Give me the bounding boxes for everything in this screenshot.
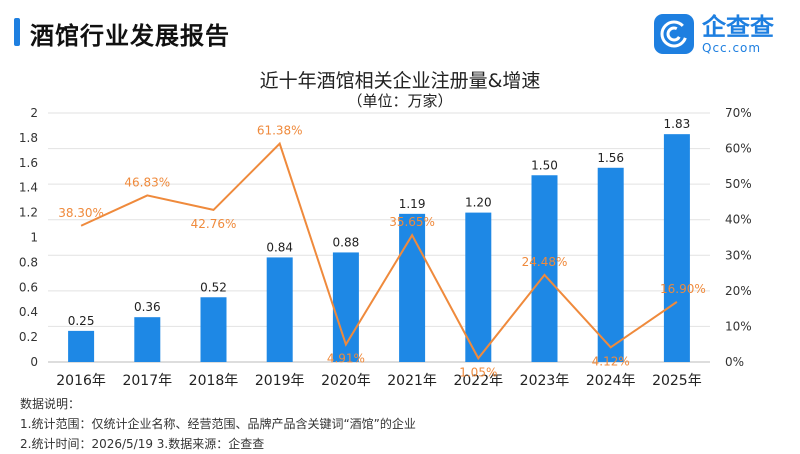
bar	[200, 297, 227, 362]
growth-rate-label: 38.30%	[58, 206, 104, 220]
y-left-tick-label: 1.2	[19, 206, 38, 220]
y-right-tick-label: 0%	[725, 355, 744, 369]
x-tick-label: 2024年	[586, 373, 636, 389]
bar-value-label: 1.20	[465, 196, 492, 210]
growth-rate-label: 16.90%	[660, 282, 706, 296]
bar	[465, 212, 492, 362]
x-tick-label: 2018年	[189, 373, 239, 389]
y-left-tick-label: 1.8	[19, 131, 38, 145]
bar	[134, 317, 161, 362]
growth-rate-label: 46.83%	[124, 175, 170, 189]
growth-rate-line	[80, 141, 678, 361]
x-tick-label: 2019年	[255, 373, 305, 389]
y-left-tick-label: 1.4	[19, 181, 38, 195]
page-title: 酒馆行业发展报告	[30, 22, 230, 50]
bar-value-label: 0.52	[200, 280, 227, 294]
brand-logo: 企查查 Qcc.com	[654, 14, 774, 54]
growth-rate-label: 4.91%	[327, 352, 365, 366]
y-left-tick-label: 0.2	[19, 330, 38, 344]
y-left-tick-label: 1.6	[19, 156, 38, 170]
qcc-logo-icon	[654, 14, 694, 54]
growth-rate-label: 61.38%	[257, 124, 303, 138]
bar-value-label: 0.25	[68, 314, 95, 328]
logo-name: 企查查	[702, 12, 774, 41]
y-right-tick-label: 60%	[725, 142, 752, 156]
chart-title: 近十年酒馆相关企业注册量&增速	[259, 70, 541, 92]
chart-subtitle: （单位：万家）	[347, 92, 453, 110]
bar	[663, 134, 690, 362]
y-left-tick-label: 0	[30, 355, 38, 369]
x-tick-label: 2023年	[520, 373, 570, 389]
x-tick-label: 2025年	[652, 373, 702, 389]
x-tick-label: 2020年	[321, 373, 371, 389]
y-right-tick-label: 40%	[725, 213, 752, 227]
x-tick-label: 2022年	[453, 373, 503, 389]
bar-value-label: 0.88	[333, 235, 360, 249]
bar-value-label: 0.36	[134, 300, 161, 314]
header-accent-bar	[14, 18, 20, 46]
x-tick-label: 2017年	[122, 373, 172, 389]
x-tick-label: 2016年	[56, 373, 106, 389]
growth-rate-label: 42.76%	[191, 217, 237, 231]
bar	[68, 330, 95, 362]
growth-rate-label: 4.12%	[592, 354, 630, 368]
y-left-tick-label: 0.4	[19, 305, 38, 319]
data-notes: 数据说明： 1.统计范围：仅统计企业名称、经营范围、品牌产品含关键词“酒馆”的企…	[20, 394, 416, 454]
bar	[266, 257, 293, 362]
y-left-tick-label: 1	[30, 231, 38, 245]
x-tick-label: 2021年	[387, 373, 437, 389]
y-right-tick-label: 10%	[725, 319, 752, 333]
y-right-tick-label: 50%	[725, 177, 752, 191]
growth-rate-label: 24.48%	[522, 255, 568, 269]
notes-line-1: 1.统计范围：仅统计企业名称、经营范围、品牌产品含关键词“酒馆”的企业	[20, 417, 416, 431]
growth-rate-label: 1.05%	[459, 365, 497, 379]
bar-value-label: 1.50	[531, 158, 558, 172]
bar-value-label: 1.19	[399, 197, 426, 211]
y-right-tick-label: 20%	[725, 284, 752, 298]
bar-value-label: 1.83	[664, 117, 691, 131]
y-left-tick-label: 2	[30, 106, 38, 120]
bar-value-label: 0.84	[266, 240, 293, 254]
notes-heading: 数据说明：	[20, 397, 81, 411]
y-right-tick-label: 30%	[725, 248, 752, 262]
y-right-tick-label: 70%	[725, 106, 752, 120]
bar	[597, 167, 624, 362]
bar-value-label: 1.56	[597, 151, 624, 165]
bar	[399, 213, 426, 362]
y-left-tick-label: 0.6	[19, 280, 38, 294]
bar	[531, 175, 558, 362]
notes-line-2: 2.统计时间：2026/5/19 3.数据来源：企查查	[20, 437, 265, 451]
logo-domain: Qcc.com	[702, 40, 762, 55]
y-left-tick-label: 0.8	[19, 255, 38, 269]
growth-rate-label: 35.65%	[389, 215, 435, 229]
